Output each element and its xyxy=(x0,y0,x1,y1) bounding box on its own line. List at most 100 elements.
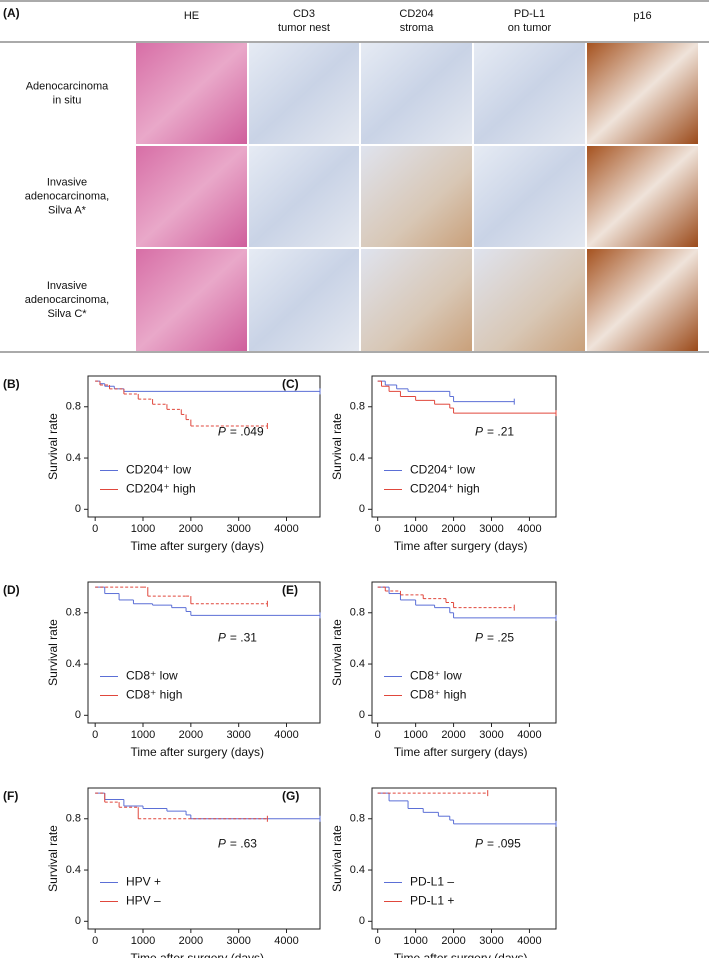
y-axis-label: Survival rate xyxy=(46,619,60,686)
legend-label: CD204⁺ high xyxy=(126,482,196,496)
plot-frame xyxy=(371,787,557,930)
x-tick-label: 4000 xyxy=(274,729,298,741)
x-tick-label: 2000 xyxy=(441,729,465,741)
p-value: P = .31 xyxy=(218,631,257,645)
plot-frame xyxy=(87,375,321,518)
row-label: Adenocarcinoma xyxy=(26,80,109,92)
legend-label: CD8⁺ high xyxy=(126,688,182,702)
p-value-text: = .25 xyxy=(487,631,514,645)
survival-curve xyxy=(95,586,268,607)
x-axis-label: Time after surgery (days) xyxy=(394,951,528,958)
legend-label: CD204⁺ low xyxy=(410,463,475,477)
y-tick-label: 0.8 xyxy=(66,813,81,825)
column-header: CD204 xyxy=(399,8,433,20)
x-tick-label: 4000 xyxy=(517,729,541,741)
row-label: Silva C* xyxy=(47,308,87,320)
panel-label: (E) xyxy=(282,583,298,597)
legend-label: CD204⁺ low xyxy=(126,463,191,477)
y-tick-label: 0.4 xyxy=(350,658,365,670)
histology-image xyxy=(474,249,585,351)
p-value-text: = .049 xyxy=(230,425,264,439)
x-tick-label: 2000 xyxy=(179,729,203,741)
histology-image xyxy=(474,146,585,247)
y-tick-label: 0.8 xyxy=(350,813,365,825)
x-tick-label: 0 xyxy=(375,935,381,947)
column-header: stroma xyxy=(400,22,435,34)
y-tick-label: 0 xyxy=(359,915,365,927)
survival-curve xyxy=(377,586,557,621)
histology-image xyxy=(587,146,698,247)
plot-frame xyxy=(87,581,321,724)
legend-label: PD-L1 + xyxy=(410,894,454,908)
legend-label: HPV + xyxy=(126,875,161,889)
row-label: Invasive xyxy=(47,176,87,188)
x-tick-label: 3000 xyxy=(226,523,250,535)
histology-image xyxy=(136,249,247,351)
column-header: PD-L1 xyxy=(514,8,545,20)
column-header: HE xyxy=(184,10,199,22)
y-tick-label: 0.4 xyxy=(66,864,81,876)
x-tick-label: 1000 xyxy=(131,523,155,535)
panel-label: (D) xyxy=(3,583,20,597)
column-header: on tumor xyxy=(508,22,552,34)
panel-label: (A) xyxy=(3,6,20,20)
legend-label: CD204⁺ high xyxy=(410,482,480,496)
p-symbol: P xyxy=(218,425,226,439)
y-tick-label: 0 xyxy=(359,709,365,721)
x-tick-label: 1000 xyxy=(131,729,155,741)
legend-label: CD8⁺ low xyxy=(126,669,178,683)
x-tick-label: 2000 xyxy=(179,935,203,947)
survival-curve xyxy=(377,790,489,797)
x-axis-label: Time after surgery (days) xyxy=(130,745,264,759)
x-tick-label: 0 xyxy=(92,523,98,535)
y-tick-label: 0 xyxy=(359,503,365,515)
y-axis-label: Survival rate xyxy=(46,413,60,480)
p-symbol: P xyxy=(475,425,483,439)
p-value: P = .049 xyxy=(218,425,264,439)
legend-label: PD-L1 – xyxy=(410,875,454,889)
x-tick-label: 0 xyxy=(375,729,381,741)
p-value: P = .25 xyxy=(475,631,514,645)
p-value-text: = .21 xyxy=(487,425,514,439)
x-tick-label: 3000 xyxy=(479,729,503,741)
column-header: CD3 xyxy=(293,8,315,20)
plot-frame xyxy=(371,581,557,724)
x-tick-label: 4000 xyxy=(274,935,298,947)
row-label: adenocarcinoma, xyxy=(25,190,109,202)
row-label: in situ xyxy=(53,94,82,106)
panel-label: (B) xyxy=(3,377,20,391)
x-tick-label: 2000 xyxy=(179,523,203,535)
x-axis-label: Time after surgery (days) xyxy=(394,539,528,553)
x-axis-label: Time after surgery (days) xyxy=(130,539,264,553)
p-value: P = .63 xyxy=(218,837,257,851)
x-tick-label: 3000 xyxy=(479,935,503,947)
row-label: Silva A* xyxy=(48,204,87,216)
p-value: P = .21 xyxy=(475,425,514,439)
y-axis-label: Survival rate xyxy=(330,825,344,892)
p-symbol: P xyxy=(218,631,226,645)
histology-image xyxy=(361,146,472,247)
x-tick-label: 1000 xyxy=(131,935,155,947)
x-tick-label: 1000 xyxy=(403,935,427,947)
legend-label: HPV – xyxy=(126,894,161,908)
histology-image xyxy=(361,249,472,351)
panel-label: (G) xyxy=(282,789,299,803)
p-value-text: = .63 xyxy=(230,837,257,851)
y-tick-label: 0 xyxy=(75,915,81,927)
p-value: P = .095 xyxy=(475,837,521,851)
y-tick-label: 0.4 xyxy=(66,658,81,670)
histology-image xyxy=(249,146,359,247)
histology-image xyxy=(474,43,585,144)
panel-label: (C) xyxy=(282,377,299,391)
x-tick-label: 4000 xyxy=(274,523,298,535)
plot-frame xyxy=(371,375,557,518)
legend-label: CD8⁺ low xyxy=(410,669,462,683)
y-tick-label: 0.4 xyxy=(350,864,365,876)
x-tick-label: 2000 xyxy=(441,523,465,535)
x-tick-label: 1000 xyxy=(403,729,427,741)
y-tick-label: 0.8 xyxy=(350,607,365,619)
y-tick-label: 0.8 xyxy=(350,401,365,413)
y-axis-label: Survival rate xyxy=(46,825,60,892)
x-tick-label: 0 xyxy=(92,935,98,947)
y-tick-label: 0 xyxy=(75,709,81,721)
